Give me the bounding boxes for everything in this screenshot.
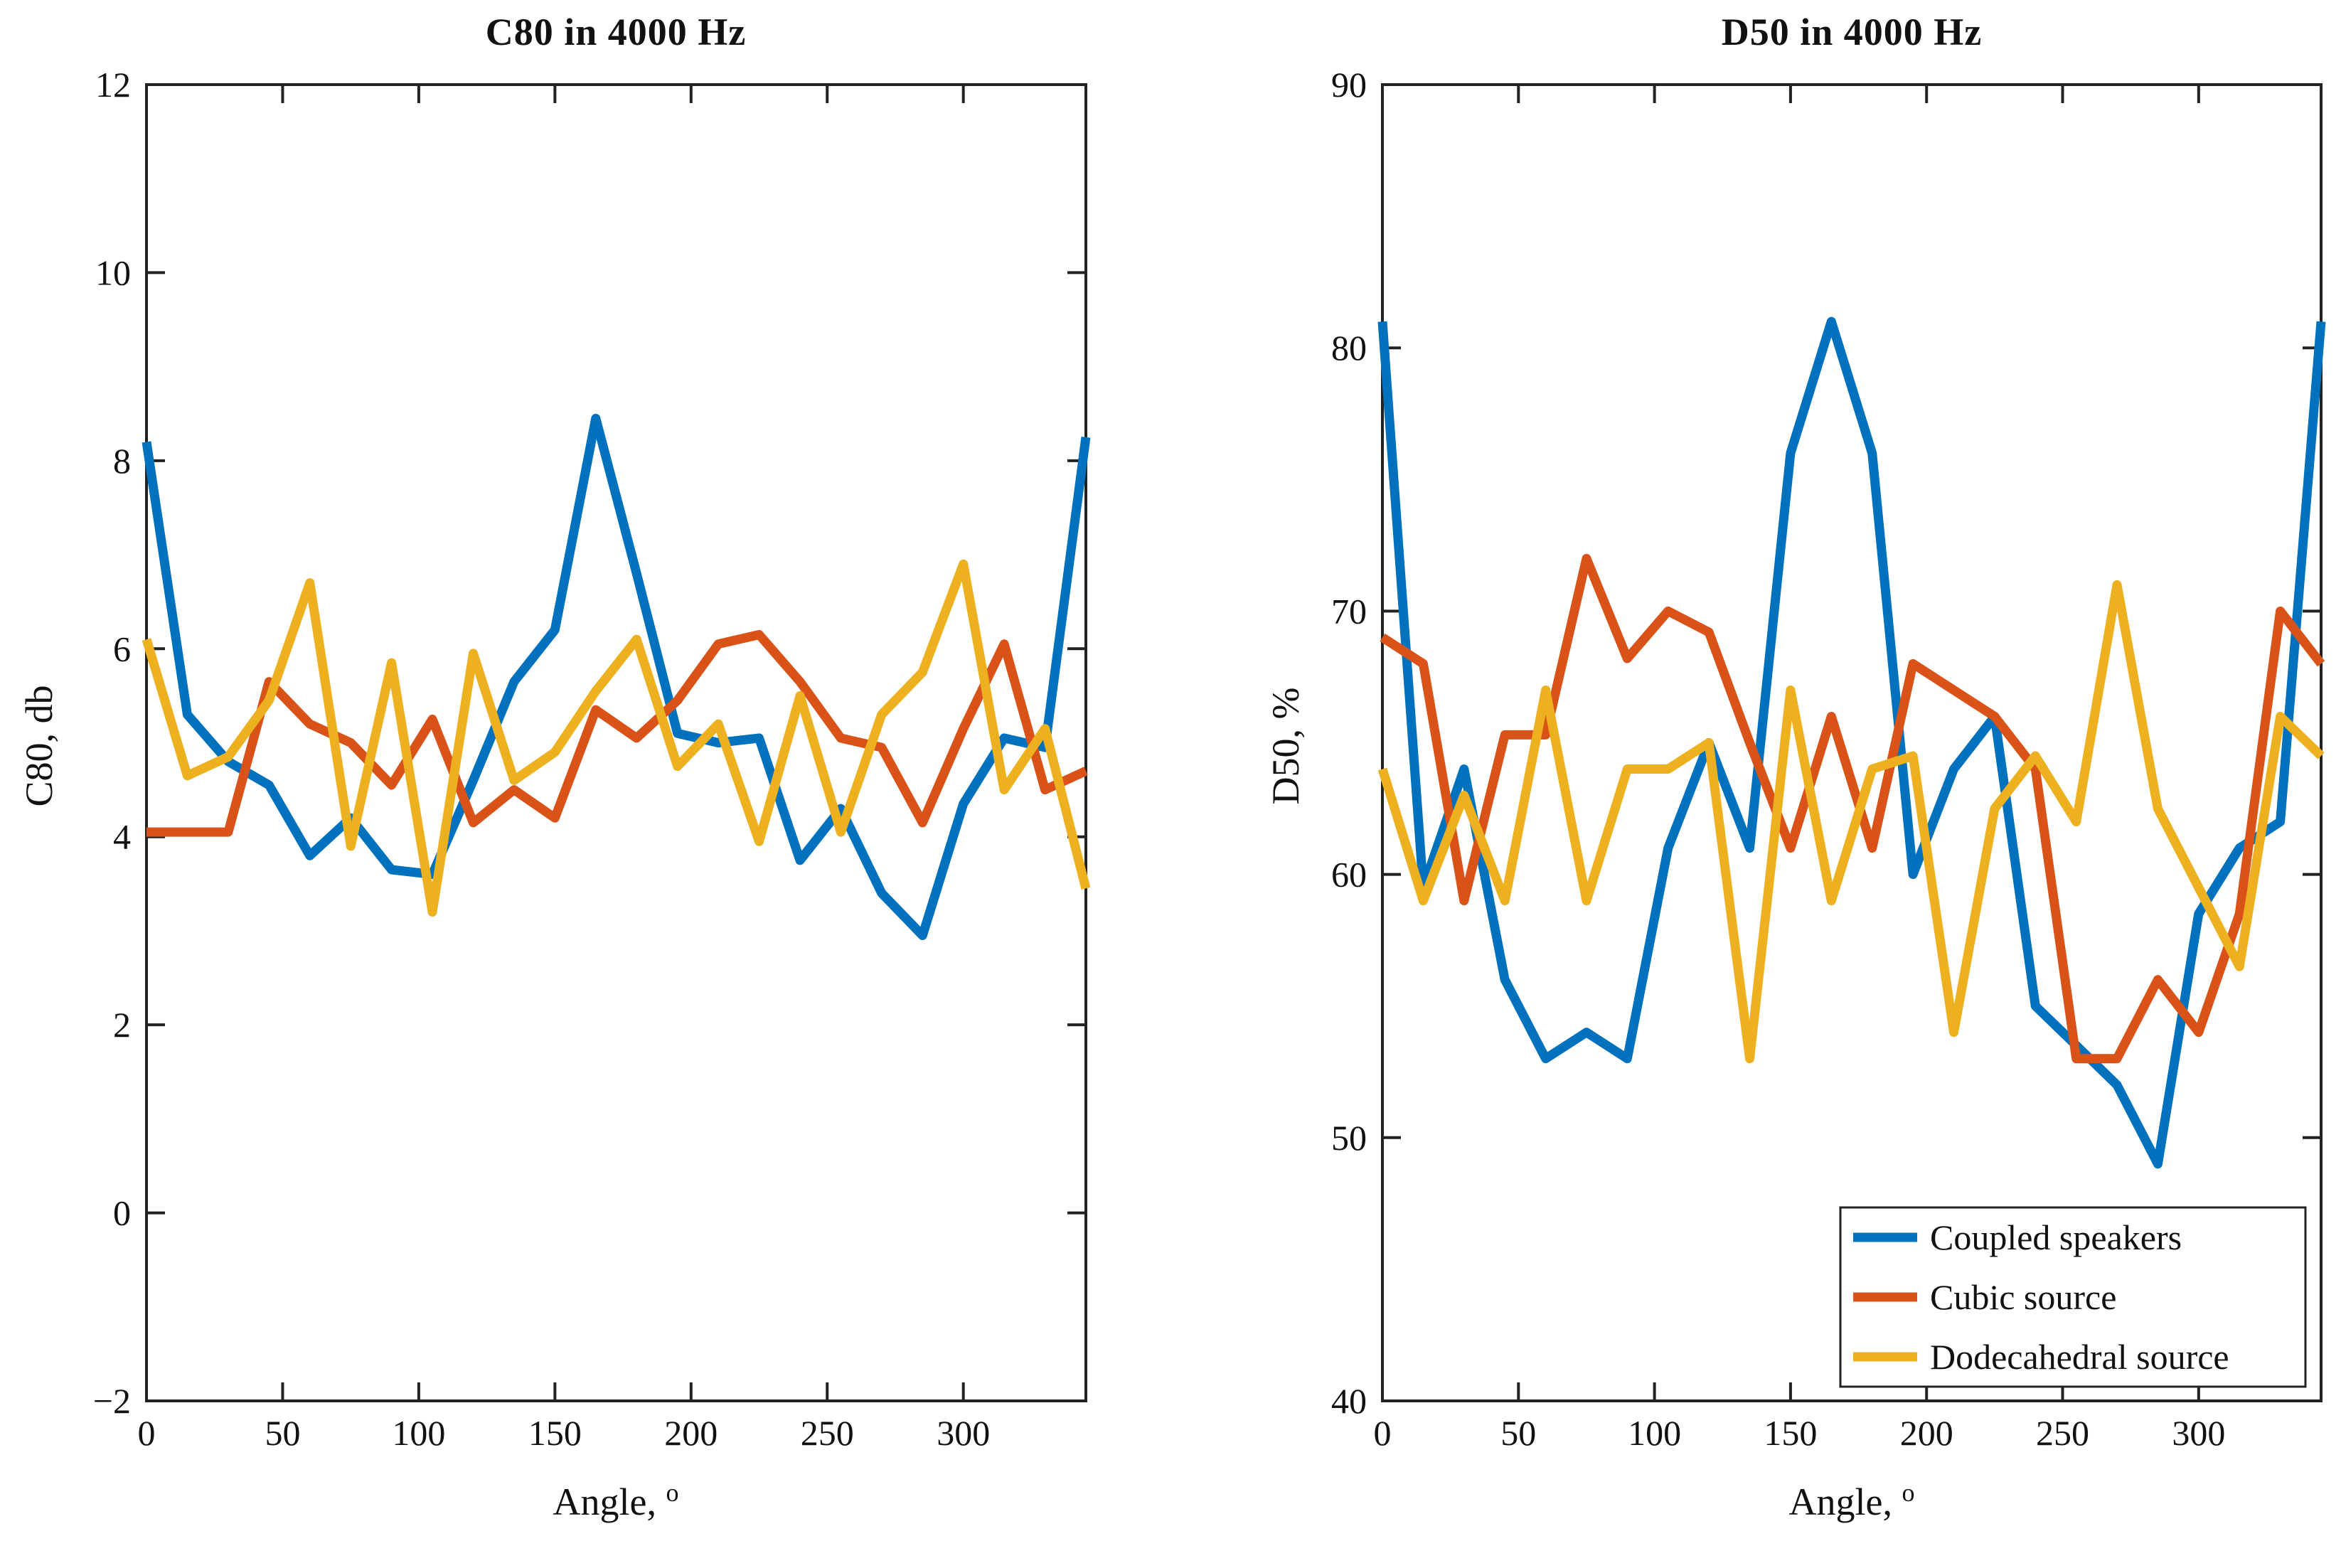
- right-x-tick-label: 250: [2036, 1413, 2089, 1453]
- right-y-tick-label: 70: [1331, 591, 1367, 631]
- right-x-axis-label-sup: o: [1902, 1478, 1915, 1507]
- left-y-tick-label: −2: [93, 1381, 131, 1421]
- left-x-tick-label: 100: [392, 1413, 445, 1453]
- left-y-tick-label: 2: [113, 1005, 131, 1045]
- series-line-dodecahedral-source: [142, 559, 1091, 917]
- series-line-coupled-speakers: [142, 413, 1091, 940]
- left-x-tick-label: 200: [664, 1413, 718, 1453]
- left-x-tick-label: 150: [528, 1413, 582, 1453]
- left-y-tick-label: 4: [113, 817, 131, 857]
- right-x-tick-label: 200: [1900, 1413, 1953, 1453]
- right-y-axis-label: D50, %: [1264, 687, 1307, 805]
- right-x-axis-label-text: Angle,: [1788, 1481, 1892, 1523]
- right-x-tick-label: 0: [1374, 1413, 1392, 1453]
- series-line-coupled-speakers: [1377, 316, 2326, 1169]
- left-x-axis-label-sup: o: [666, 1478, 679, 1507]
- right-x-tick-label: 300: [2172, 1413, 2225, 1453]
- left-x-tick-label: 0: [138, 1413, 156, 1453]
- left-x-tick-label: 250: [801, 1413, 854, 1453]
- left-x-axis-label: Angle, o: [402, 1478, 829, 1524]
- series-line-dodecahedral-source: [1377, 580, 2325, 1064]
- left-x-axis-label-text: Angle,: [553, 1481, 656, 1523]
- right-axes-box: [1381, 83, 2323, 1402]
- right-x-axis-label: Angle, o: [1638, 1478, 2065, 1524]
- right-y-tick-label: 40: [1331, 1381, 1367, 1421]
- right-x-tick-label: 100: [1628, 1413, 1681, 1453]
- left-axes-box: [145, 83, 1087, 1402]
- legend-label-dodecahedral-source: Dodecahedral source: [1930, 1337, 2229, 1377]
- right-y-tick-label: 50: [1331, 1118, 1367, 1158]
- legend-box: [1839, 1206, 2307, 1388]
- left-y-tick-label: 10: [95, 252, 131, 292]
- right-y-tick-label: 60: [1331, 855, 1367, 895]
- left-y-axis-label: C80, db: [18, 685, 60, 807]
- left-x-tick-label: 50: [265, 1413, 300, 1453]
- right-y-tick-label: 80: [1331, 328, 1367, 368]
- right-chart-title: D50 in 4000 Hz: [1721, 11, 1983, 53]
- left-y-tick-label: 12: [95, 65, 131, 105]
- left-y-tick-label: 8: [113, 441, 131, 481]
- right-x-tick-label: 150: [1764, 1413, 1817, 1453]
- legend-label-cubic-source: Cubic source: [1930, 1277, 2116, 1317]
- left-x-tick-label: 300: [937, 1413, 990, 1453]
- right-y-tick-label: 90: [1331, 65, 1367, 105]
- right-x-tick-label: 50: [1500, 1413, 1536, 1453]
- left-y-tick-label: 0: [113, 1193, 131, 1233]
- left-y-tick-label: 6: [113, 629, 131, 668]
- legend-label-coupled-speakers: Coupled speakers: [1930, 1217, 2182, 1257]
- left-chart-title: C80 in 4000 Hz: [485, 11, 747, 53]
- series-line-cubic-source: [146, 630, 1088, 837]
